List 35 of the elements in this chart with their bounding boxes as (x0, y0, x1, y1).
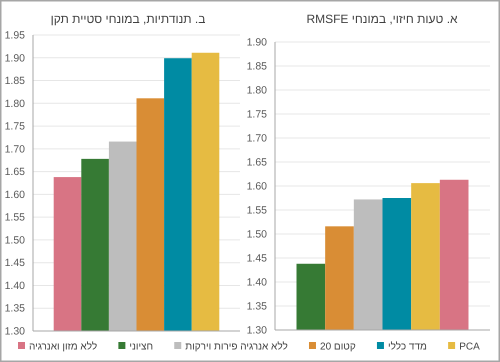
y-tick-label: 1.80 (246, 84, 268, 96)
y-tick-label: 1.35 (4, 302, 26, 315)
y-tick-label: 1.60 (4, 188, 26, 201)
y-tick-label: 1.35 (246, 300, 268, 312)
y-tick-label: 1.95 (4, 30, 26, 42)
y-tick-label: 1.90 (4, 52, 26, 64)
y-tick-label: 1.70 (246, 132, 268, 144)
y-tick-label: 1.45 (246, 252, 268, 264)
y-tick-label: 1.65 (4, 166, 26, 178)
legend-label: מדד כללי (388, 340, 428, 352)
y-tick-label: 1.55 (246, 204, 268, 216)
y-tick-label: 1.30 (4, 326, 26, 338)
y-tick-label: 1.75 (4, 120, 26, 133)
y-tick-label: 1.85 (4, 75, 26, 88)
legend-label: ללא מזון ואנרגיה (29, 340, 98, 352)
y-tick-label: 1.40 (4, 280, 26, 292)
legend-label: ללא אנרגיה פירות וירקות (185, 340, 288, 352)
y-tick-label: 1.30 (246, 324, 268, 336)
legend-label: PCA (459, 342, 480, 352)
y-tick-label: 1.50 (4, 234, 26, 246)
y-tick-label: 1.45 (4, 257, 26, 270)
y-tick-label: 1.90 (246, 36, 268, 48)
y-tick-label: 1.80 (4, 98, 26, 110)
legend-label: חציוני (129, 342, 154, 352)
chart-title: ב. תנודתיות, במונחי סטיית תקן (50, 12, 206, 26)
chart-title: א. טעות חיזוי, במונחי RMSFE (306, 12, 458, 26)
y-tick-label: 1.60 (246, 180, 268, 192)
y-tick-label: 1.75 (246, 108, 268, 120)
y-tick-label: 1.65 (246, 156, 268, 168)
y-tick-label: 1.85 (246, 60, 268, 72)
y-tick-label: 1.40 (246, 276, 268, 288)
y-tick-label: 1.55 (4, 212, 26, 224)
y-tick-label: 1.70 (4, 143, 26, 156)
y-tick-label: 1.50 (246, 228, 268, 240)
legend-label: קטום 20 (320, 342, 356, 352)
